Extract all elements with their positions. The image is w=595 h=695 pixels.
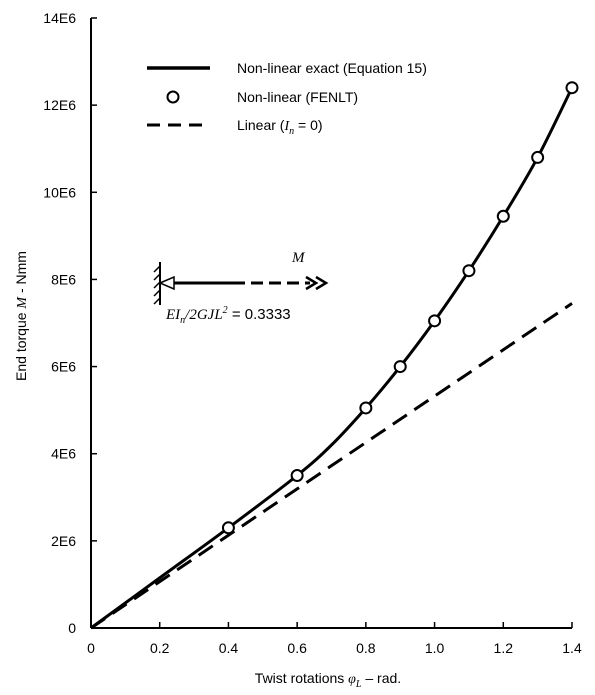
data-point-fenlt [221,521,235,535]
y-tick-label: 10E6 [43,184,76,200]
data-point-fenlt [462,264,476,278]
data-point-fenlt [393,360,407,374]
data-point-fenlt [531,150,545,164]
x-axis-title: Twist rotations φL – rad. [255,670,401,690]
x-tick-label: 0.4 [219,640,239,656]
legend-label-linear: Linear (In = 0) [237,117,323,137]
y-tick-label: 6E6 [51,359,76,375]
x-tick-label: 1.4 [562,640,582,656]
data-point-fenlt [565,81,579,95]
legend-label-fenlt: Non-linear (FENLT) [237,89,358,105]
fixed-support-icon [158,275,175,291]
moment-label: M [291,250,306,266]
axes [90,18,572,629]
y-axis-title: End torque M - Nmm [13,251,30,381]
y-tick-label: 4E6 [51,446,76,462]
x-tick-label: 0 [87,640,95,656]
y-tick-label: 12E6 [43,97,76,113]
y-tick-label: 2E6 [51,533,76,549]
data-point-fenlt [428,314,442,328]
x-tick-label: 0.2 [150,640,170,656]
x-tick-label: 1.0 [425,640,445,656]
legend-swatch-marker [166,90,180,104]
legend-label-exact: Non-linear exact (Equation 15) [237,60,427,76]
double-arrow-icon [305,275,329,291]
series-layer [90,81,579,630]
data-point-fenlt [496,209,510,223]
cantilever-sketch: M EIn/2GJL2 = 0.3333 [153,250,329,326]
series-line-exact [90,87,574,630]
series-line-linear [90,302,573,630]
legend: Non-linear exact (Equation 15) Non-linea… [147,60,427,137]
data-point-fenlt [290,469,304,482]
x-tick-label: 0.6 [287,640,307,656]
y-tick-label: 14E6 [43,10,76,26]
y-tick-label: 0 [68,620,76,636]
ticks: 0 0.2 0.4 0.6 0.8 1.0 1.2 1.4 0 2E6 4E6 6E6 8E6 10E6 1… [43,10,582,656]
data-point-fenlt [359,401,373,415]
x-tick-label: 0.8 [356,640,376,656]
x-tick-label: 1.2 [494,640,514,656]
ratio-label: EIn/2GJL2 = 0.3333 [165,305,291,326]
y-tick-label: 8E6 [51,271,76,287]
